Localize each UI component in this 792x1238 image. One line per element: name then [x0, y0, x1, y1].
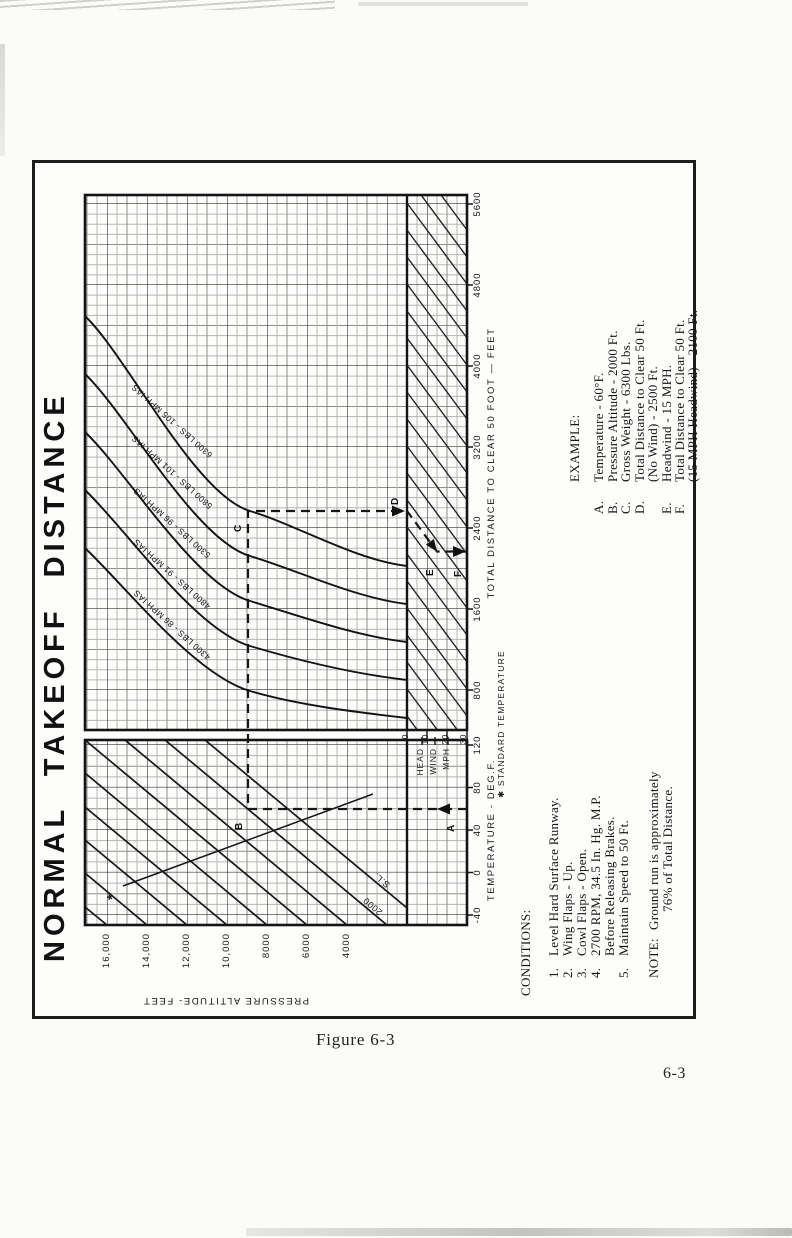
point-letter-f: F: [453, 570, 464, 577]
example-heading: EXAMPLE:: [567, 414, 582, 482]
temp-tick-120: 120: [472, 735, 483, 755]
condition-num-1: 1.: [546, 967, 561, 978]
temperature-panel-border: [83, 738, 469, 927]
condition-text-1: Level Hard Surface Runway.: [546, 797, 561, 956]
example-letter-a: A.: [591, 500, 606, 514]
rotated-chart-canvas: NORMAL TAKEOFF DISTANCE: [35, 163, 700, 1016]
note-line-1: Ground run is approximately: [646, 771, 661, 930]
figure-frame: NORMAL TAKEOFF DISTANCE: [32, 160, 700, 1019]
gross-weight-curves: [85, 315, 407, 719]
example-text-f2: (15 MPH Headwind) - 2100 Ft.: [685, 309, 700, 482]
nomograph-chart: [83, 193, 473, 927]
distance-panel-border: [83, 193, 469, 732]
standard-temperature-asterisk: *: [104, 894, 121, 900]
wind-tick-30: 30: [458, 734, 468, 745]
page-number: 6-3: [663, 1065, 686, 1082]
condition-num-5: 5.: [616, 967, 631, 978]
altitude-label-10000: 10,000: [221, 933, 232, 969]
example-arrowheads: [392, 505, 466, 815]
altitude-label-14000: 14,000: [141, 933, 152, 969]
wind-word-wind: WIND: [428, 748, 438, 775]
dist-tick-800: 800: [472, 680, 483, 700]
note-line-2: 76% of Total Distance.: [660, 785, 675, 912]
dist-tick-5600: 5600: [472, 191, 483, 217]
pressure-altitude-lines: [85, 740, 407, 925]
dist-tick-3200: 3200: [472, 434, 483, 460]
point-letter-e: E: [425, 569, 436, 576]
altitude-label-8000: 8000: [261, 933, 272, 959]
wind-scale-tick-marks: [406, 730, 468, 745]
example-text-a: Temperature - 60°F.: [591, 372, 606, 482]
point-letter-a: A: [446, 824, 457, 832]
condition-text-4b: Before Releasing Brakes.: [602, 816, 617, 956]
wind-tick-0: 0: [400, 734, 410, 740]
example-letter-c: C.: [618, 501, 633, 514]
dist-tick-1600: 1600: [472, 596, 483, 622]
note-label: NOTE:: [646, 938, 661, 978]
altitude-label-16000: 16,000: [101, 933, 112, 969]
altitude-label-12000: 12,000: [181, 933, 192, 969]
wind-word-mph: MPH: [441, 748, 451, 770]
condition-text-4: 2700 RPM, 34.5 In. Hg. M.P.: [588, 795, 603, 956]
example-text-d2: (No Wind) - 2500 Ft.: [645, 365, 660, 482]
condition-text-5: Maintain Speed to 50 Ft.: [616, 819, 631, 956]
example-letter-d: D.: [632, 500, 647, 514]
dist-tick-4000: 4000: [472, 353, 483, 379]
headwind-guide-lines: [407, 195, 467, 730]
dist-tick-2400: 2400: [472, 515, 483, 541]
wind-word-head: HEAD: [415, 748, 425, 776]
axis-tick-marks: [467, 203, 473, 916]
example-dashed-path: [246, 509, 467, 811]
condition-text-3: Cowl Flaps - Open.: [574, 848, 589, 956]
scan-artifact-left: [0, 44, 5, 156]
condition-num-2: 2.: [560, 967, 575, 978]
altitude-label-6000: 6000: [301, 933, 312, 959]
condition-num-3: 3.: [574, 967, 589, 978]
altitude-label-4000: 4000: [341, 933, 352, 959]
point-letter-d: D: [390, 497, 401, 505]
scan-artifact-top: [0, 0, 335, 10]
figure-caption: Figure 6-3: [316, 1030, 396, 1049]
condition-text-2: Wing Flaps - Up.: [560, 861, 575, 956]
y-axis-title: PRESSURE ALTITUDE- FEET: [142, 994, 309, 1006]
point-letter-b: B: [234, 822, 245, 830]
distance-axis-title: TOTAL DISTANCE TO CLEAR 50 FOOT — FEET: [486, 327, 497, 599]
point-letter-c: C: [233, 524, 244, 532]
condition-num-4: 4.: [588, 967, 603, 978]
scan-artifact-top-2: [358, 2, 528, 6]
conditions-heading: CONDITIONS:: [518, 909, 533, 996]
example-letter-f: F.: [672, 503, 687, 514]
example-text-c: Gross Weight - 6300 Lbs.: [618, 341, 633, 482]
scan-artifact-bottom: [246, 1228, 792, 1236]
standard-temperature-note: ✱ STANDARD TEMPERATURE: [496, 650, 506, 798]
dist-tick-4800: 4800: [472, 272, 483, 298]
distance-panel-grid: [85, 195, 467, 730]
